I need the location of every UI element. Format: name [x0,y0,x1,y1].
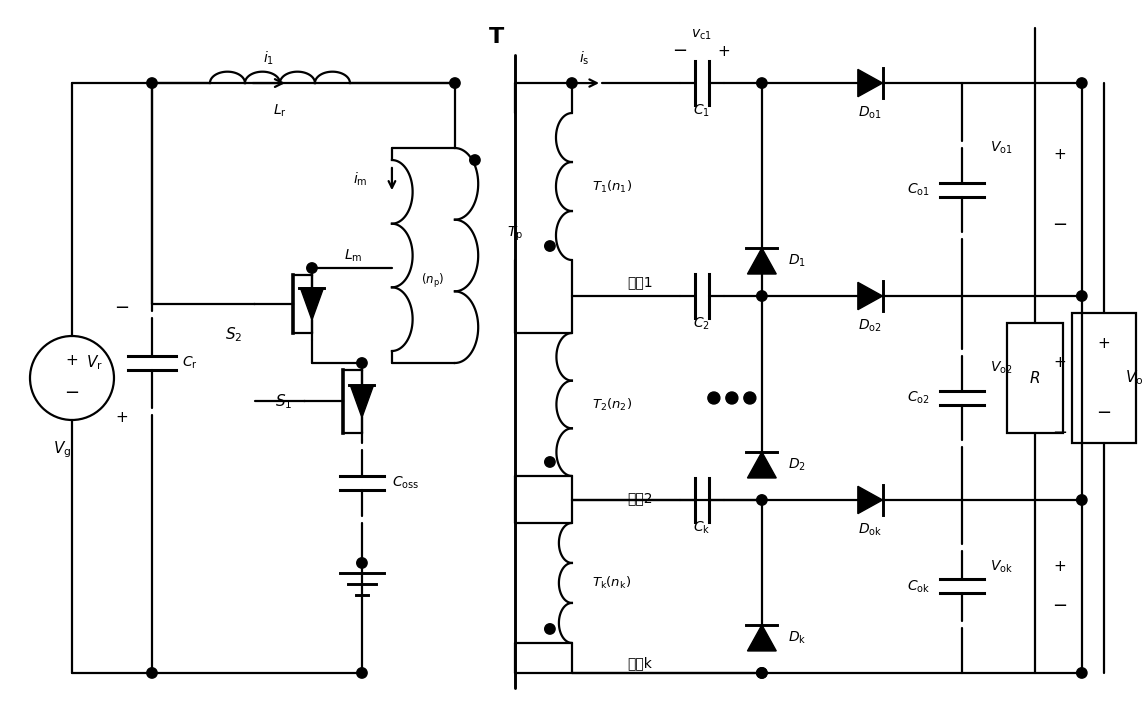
Text: $V_{\rm o2}$: $V_{\rm o2}$ [990,360,1013,376]
Text: $V_{\rm g}$: $V_{\rm g}$ [53,439,71,460]
Text: $V_{\rm r}$: $V_{\rm r}$ [86,354,103,373]
Text: $D_{\rm ok}$: $D_{\rm ok}$ [858,522,883,538]
Text: $i_1$: $i_1$ [264,50,274,67]
Text: +: + [1053,355,1067,370]
Text: $R$: $R$ [1029,370,1040,386]
Text: $T_1(n_1)$: $T_1(n_1)$ [592,179,632,195]
Text: $i_{\rm s}$: $i_{\rm s}$ [579,50,589,67]
Text: $(n_{\rm p})$: $(n_{\rm p})$ [421,271,444,289]
Text: +: + [115,411,128,426]
Text: 单元k: 单元k [627,656,652,670]
Text: +: + [1053,559,1067,574]
Text: −: − [64,384,80,402]
Text: −: − [114,299,129,317]
Text: $V_{\rm o}$: $V_{\rm o}$ [1125,368,1142,387]
Circle shape [708,392,719,404]
Circle shape [566,78,577,88]
Polygon shape [300,288,323,320]
Polygon shape [351,386,373,417]
Polygon shape [748,248,777,274]
Text: $D_2$: $D_2$ [788,457,806,473]
Text: $D_{\rm o1}$: $D_{\rm o1}$ [859,105,882,121]
Circle shape [545,624,555,634]
Text: $D_1$: $D_1$ [788,253,806,269]
Circle shape [450,78,460,88]
Circle shape [1077,495,1087,505]
Text: −: − [1052,597,1068,615]
Polygon shape [748,452,777,478]
Circle shape [757,668,767,678]
Text: $T_{\rm p}$: $T_{\rm p}$ [507,224,523,243]
Text: +: + [717,44,730,59]
Text: $D_{\rm o2}$: $D_{\rm o2}$ [859,318,882,334]
Circle shape [469,155,480,165]
Circle shape [356,358,367,368]
Polygon shape [858,486,883,513]
Text: $D_{\rm k}$: $D_{\rm k}$ [788,630,806,646]
Circle shape [545,457,555,467]
Circle shape [743,392,756,404]
Text: 单元1: 单元1 [627,275,652,289]
Text: −: − [1096,404,1111,422]
Circle shape [757,495,767,505]
Text: $C_{\rm o1}$: $C_{\rm o1}$ [907,182,930,197]
Circle shape [1077,668,1087,678]
Circle shape [545,241,555,251]
Text: $C_1$: $C_1$ [693,103,710,119]
Text: $S_1$: $S_1$ [275,392,292,411]
Text: $S_2$: $S_2$ [225,326,242,345]
Circle shape [1077,78,1087,88]
Text: $C_{\rm k}$: $C_{\rm k}$ [693,520,710,536]
Text: $T_2(n_2)$: $T_2(n_2)$ [592,396,632,413]
Text: $C_2$: $C_2$ [693,316,710,332]
Text: $i_{\rm m}$: $i_{\rm m}$ [353,170,368,187]
Text: $L_{\rm m}$: $L_{\rm m}$ [344,247,362,264]
Circle shape [147,78,158,88]
Text: $V_{\rm ok}$: $V_{\rm ok}$ [990,559,1013,574]
Text: $C_{\rm r}$: $C_{\rm r}$ [182,355,198,371]
Text: −: − [673,42,687,60]
Text: +: + [65,353,79,368]
Text: +: + [1053,147,1067,162]
Polygon shape [858,282,883,309]
Circle shape [757,668,767,678]
Text: $V_{\rm o1}$: $V_{\rm o1}$ [990,139,1013,156]
Circle shape [147,668,158,678]
Text: $T_{\rm k}(n_{\rm k})$: $T_{\rm k}(n_{\rm k})$ [592,575,632,591]
Circle shape [356,558,367,568]
Polygon shape [858,70,883,97]
Polygon shape [748,625,777,651]
Text: T: T [489,27,505,47]
Text: −: − [1052,424,1068,442]
Text: $L_{\rm r}$: $L_{\rm r}$ [273,103,287,119]
Text: $C_{\rm oss}$: $C_{\rm oss}$ [392,475,419,491]
Circle shape [757,78,767,88]
Circle shape [1077,291,1087,302]
Circle shape [307,263,317,274]
Text: 单元2: 单元2 [627,491,652,505]
Text: $C_{\rm ok}$: $C_{\rm ok}$ [907,578,930,595]
Circle shape [726,392,738,404]
Text: $v_{\rm c1}$: $v_{\rm c1}$ [691,28,713,42]
Circle shape [356,668,367,678]
Text: +: + [1097,335,1110,350]
Text: $C_{\rm o2}$: $C_{\rm o2}$ [907,390,930,406]
Circle shape [757,291,767,302]
Text: −: − [1052,215,1068,233]
